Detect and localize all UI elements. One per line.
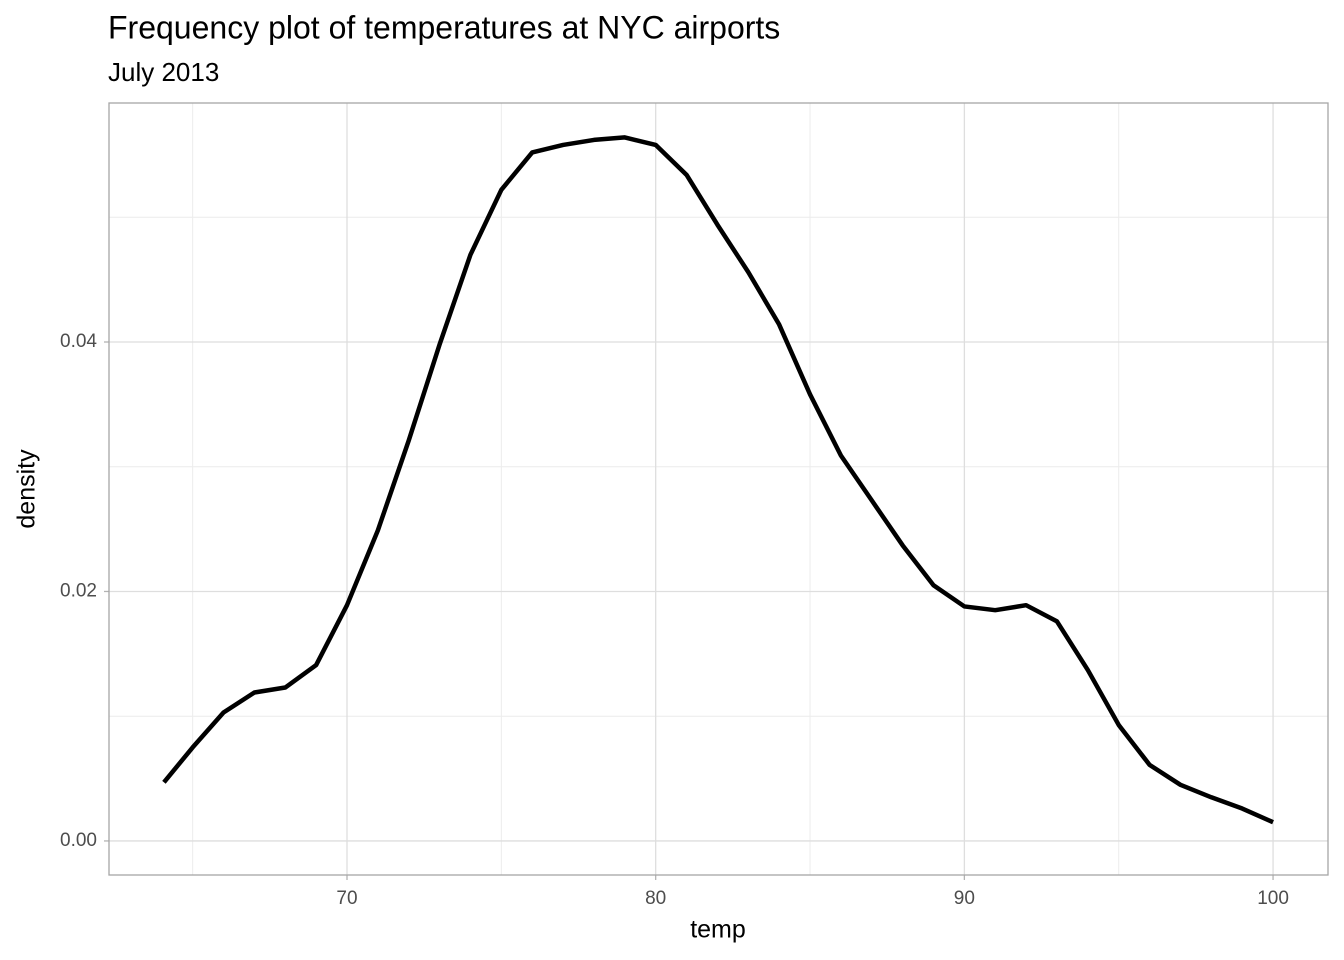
chart-title: Frequency plot of temperatures at NYC ai… — [108, 9, 780, 45]
x-tick-label: 80 — [645, 888, 666, 909]
chart-subtitle: July 2013 — [108, 57, 219, 87]
x-tick-label: 90 — [954, 888, 975, 909]
x-axis-title: temp — [690, 916, 746, 944]
y-tick-label: 0.02 — [60, 580, 97, 601]
y-tick-label: 0.00 — [60, 830, 97, 851]
x-tick-label: 100 — [1257, 888, 1289, 909]
density-line — [162, 135, 1274, 825]
y-axis-title: density — [13, 449, 41, 529]
x-tick-label: 70 — [336, 888, 357, 909]
y-tick-label: 0.04 — [60, 331, 97, 352]
panel-border — [108, 102, 1329, 876]
